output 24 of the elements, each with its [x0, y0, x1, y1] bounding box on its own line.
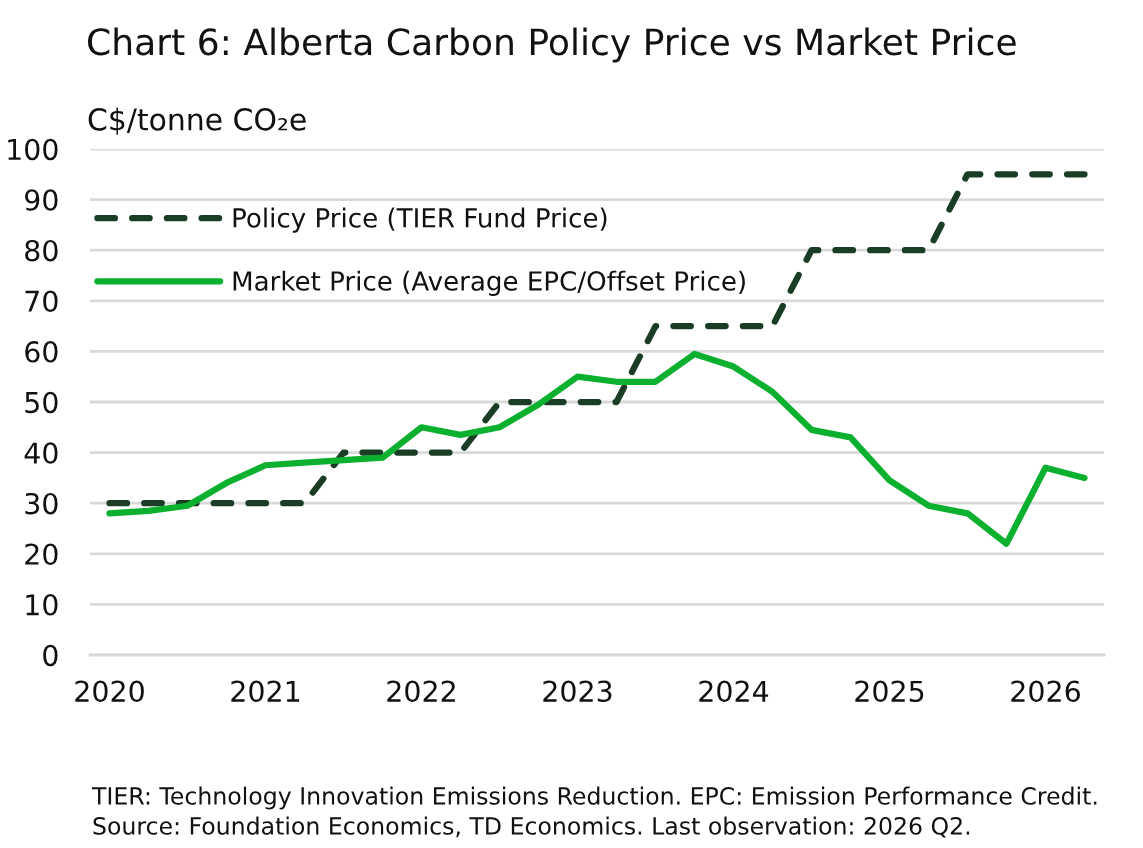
chart-title: Chart 6: Alberta Carbon Policy Price vs Market Price	[88, 27, 1016, 63]
y-tick-label: 30	[25, 492, 58, 515]
y-tick-label: 80	[25, 239, 58, 262]
legend-label: Market Price (Average EPC/Offset Price)	[233, 270, 745, 296]
y-tick-label: 10	[26, 594, 58, 616]
text: TIER: Technology Innovation Emissions Reduction. EPC: Emission Performance Credit.	[91, 786, 1097, 810]
x-tick-label: 2022	[387, 680, 455, 703]
x-tick-label: 2021	[231, 680, 300, 703]
y-tick-label: 40	[24, 442, 58, 464]
y-tick-label: 20	[25, 543, 58, 566]
source-note: Source: Foundation Economics, TD Economics. Last observation: 2026 Q2.	[93, 816, 970, 838]
y-tick-label: 50	[25, 391, 58, 414]
y-tick-label: 90	[25, 189, 58, 211]
legend-label: Policy Price (TIER Fund Price)	[233, 207, 607, 233]
y-axis-title: C$/tonne CO₂e	[88, 107, 306, 135]
x-tick-label: 2023	[543, 680, 612, 703]
y-tick-label: 0	[43, 644, 58, 667]
x-tick-label: 2025	[855, 680, 924, 703]
y-tick-label: 60	[25, 341, 58, 363]
x-tick-label: 2024	[699, 680, 769, 703]
x-tick-label: 2026	[1011, 680, 1080, 703]
y-tick-label: 100	[8, 138, 58, 161]
y-tick-label: 70	[25, 290, 58, 313]
x-tick-label: 2020	[75, 680, 144, 703]
